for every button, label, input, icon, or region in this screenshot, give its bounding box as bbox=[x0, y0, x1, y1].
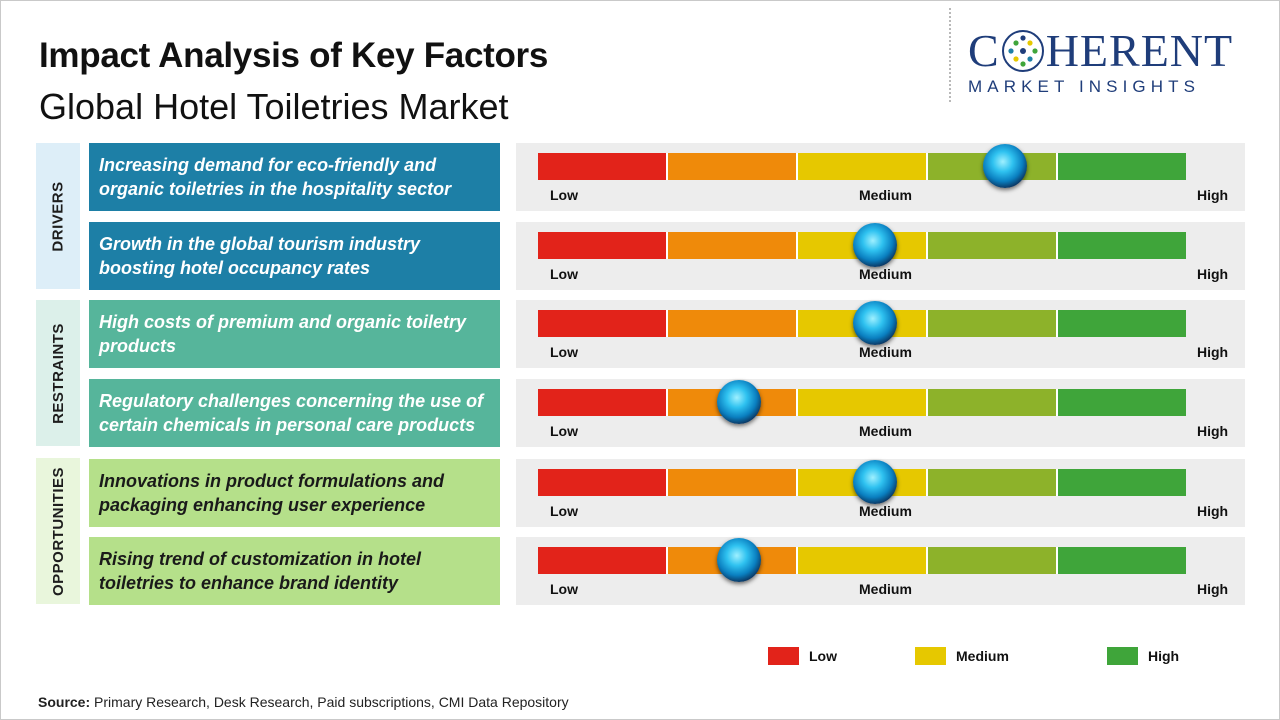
factor-text: High costs of premium and organic toilet… bbox=[99, 312, 467, 356]
factor-text: Increasing demand for eco-friendly and o… bbox=[99, 155, 452, 199]
gauge-segment bbox=[928, 547, 1058, 574]
gauge-marker bbox=[716, 380, 761, 424]
page-subtitle: Global Hotel Toiletries Market bbox=[39, 86, 509, 127]
factor-box: Innovations in product formulations and … bbox=[89, 459, 500, 527]
gauge-segment bbox=[798, 547, 928, 574]
factor-text: Regulatory challenges concerning the use… bbox=[99, 391, 484, 435]
gauge-label-high: High bbox=[1197, 503, 1229, 519]
gauge-label-low: Low bbox=[550, 266, 578, 282]
gauge-label-high: High bbox=[1197, 423, 1229, 439]
impact-gauge: Low Medium High bbox=[516, 379, 1245, 447]
legend-item-low: Low bbox=[768, 647, 837, 665]
legend-label: High bbox=[1148, 648, 1180, 664]
category-restraints: RESTRAINTS bbox=[36, 300, 80, 446]
gauge-label-medium: Medium bbox=[859, 503, 912, 519]
page-title: Impact Analysis of Key Factors bbox=[39, 36, 549, 75]
gauge-label-medium: Medium bbox=[859, 266, 912, 282]
gauge-segment bbox=[928, 232, 1058, 259]
globe-dots-icon bbox=[1001, 30, 1044, 72]
factor-box: Rising trend of customization in hotel t… bbox=[89, 537, 500, 605]
factor-box: Increasing demand for eco-friendly and o… bbox=[89, 143, 500, 211]
gauge-segment bbox=[1058, 469, 1186, 496]
gauge-segment bbox=[538, 232, 668, 259]
source-note: Source: Primary Research, Desk Research,… bbox=[38, 694, 569, 710]
gauge-segment bbox=[1058, 389, 1186, 416]
category-drivers: DRIVERS bbox=[36, 143, 80, 289]
legend-swatch bbox=[915, 647, 946, 665]
gauge-segment bbox=[668, 469, 798, 496]
logo-brand-prefix: C bbox=[968, 25, 1000, 76]
gauge-marker bbox=[716, 538, 761, 582]
factor-box: Growth in the global tourism industry bo… bbox=[89, 222, 500, 290]
legend-swatch bbox=[1107, 647, 1138, 665]
gauge-label-low: Low bbox=[550, 187, 578, 203]
legend-item-medium: Medium bbox=[915, 647, 1009, 665]
gauge-bar bbox=[538, 153, 1186, 180]
factor-text: Rising trend of customization in hotel t… bbox=[99, 549, 421, 593]
gauge-segment bbox=[928, 469, 1058, 496]
factor-text: Innovations in product formulations and … bbox=[99, 471, 444, 515]
gauge-label-medium: Medium bbox=[859, 423, 912, 439]
factor-box: Regulatory challenges concerning the use… bbox=[89, 379, 500, 447]
gauge-segment bbox=[538, 469, 668, 496]
gauge-label-low: Low bbox=[550, 344, 578, 360]
gauge-label-high: High bbox=[1197, 187, 1229, 203]
legend-item-high: High bbox=[1107, 647, 1179, 665]
gauge-marker bbox=[982, 144, 1027, 188]
category-opportunities: OPPORTUNITIES bbox=[36, 458, 80, 604]
gauge-marker bbox=[852, 301, 897, 345]
company-logo: C HERENT MARKET INSIGHTS bbox=[968, 28, 1268, 97]
gauge-label-high: High bbox=[1197, 581, 1229, 597]
gauge-segment bbox=[668, 310, 798, 337]
header-divider bbox=[949, 8, 951, 102]
impact-gauge: Low Medium High bbox=[516, 300, 1245, 368]
gauge-label-high: High bbox=[1197, 344, 1229, 360]
logo-brand-suffix: HERENT bbox=[1045, 25, 1234, 76]
impact-gauge: Low Medium High bbox=[516, 222, 1245, 290]
gauge-segment bbox=[928, 310, 1058, 337]
gauge-segment bbox=[798, 389, 928, 416]
gauge-segment bbox=[538, 389, 668, 416]
gauge-segment bbox=[668, 232, 798, 259]
gauge-label-low: Low bbox=[550, 503, 578, 519]
factor-box: High costs of premium and organic toilet… bbox=[89, 300, 500, 368]
legend-swatch bbox=[768, 647, 799, 665]
gauge-segment bbox=[668, 153, 798, 180]
source-text: Primary Research, Desk Research, Paid su… bbox=[94, 694, 569, 710]
gauge-label-high: High bbox=[1197, 266, 1229, 282]
gauge-bar bbox=[538, 389, 1186, 416]
impact-gauge: Low Medium High bbox=[516, 537, 1245, 605]
gauge-segment bbox=[1058, 153, 1186, 180]
gauge-bar bbox=[538, 547, 1186, 574]
gauge-label-low: Low bbox=[550, 423, 578, 439]
impact-gauge: Low Medium High bbox=[516, 459, 1245, 527]
impact-gauge: Low Medium High bbox=[516, 143, 1245, 211]
category-label-restraints: RESTRAINTS bbox=[49, 322, 67, 424]
gauge-label-low: Low bbox=[550, 581, 578, 597]
gauge-segment bbox=[928, 389, 1058, 416]
gauge-label-medium: Medium bbox=[859, 344, 912, 360]
gauge-label-medium: Medium bbox=[859, 581, 912, 597]
factor-text: Growth in the global tourism industry bo… bbox=[99, 234, 421, 278]
category-label-opportunities: OPPORTUNITIES bbox=[49, 466, 67, 596]
gauge-segment bbox=[798, 153, 928, 180]
gauge-segment bbox=[538, 153, 668, 180]
source-label: Source: bbox=[38, 694, 91, 710]
legend-label: Medium bbox=[956, 648, 1009, 664]
gauge-marker bbox=[852, 460, 897, 504]
gauge-segment bbox=[1058, 232, 1186, 259]
gauge-segment bbox=[1058, 310, 1186, 337]
logo-tagline: MARKET INSIGHTS bbox=[968, 77, 1201, 96]
gauge-segment bbox=[538, 310, 668, 337]
gauge-segment bbox=[1058, 547, 1186, 574]
legend-label: Low bbox=[809, 648, 837, 664]
gauge-marker bbox=[852, 223, 897, 267]
category-label-drivers: DRIVERS bbox=[49, 180, 67, 252]
gauge-label-medium: Medium bbox=[859, 187, 912, 203]
gauge-segment bbox=[538, 547, 668, 574]
